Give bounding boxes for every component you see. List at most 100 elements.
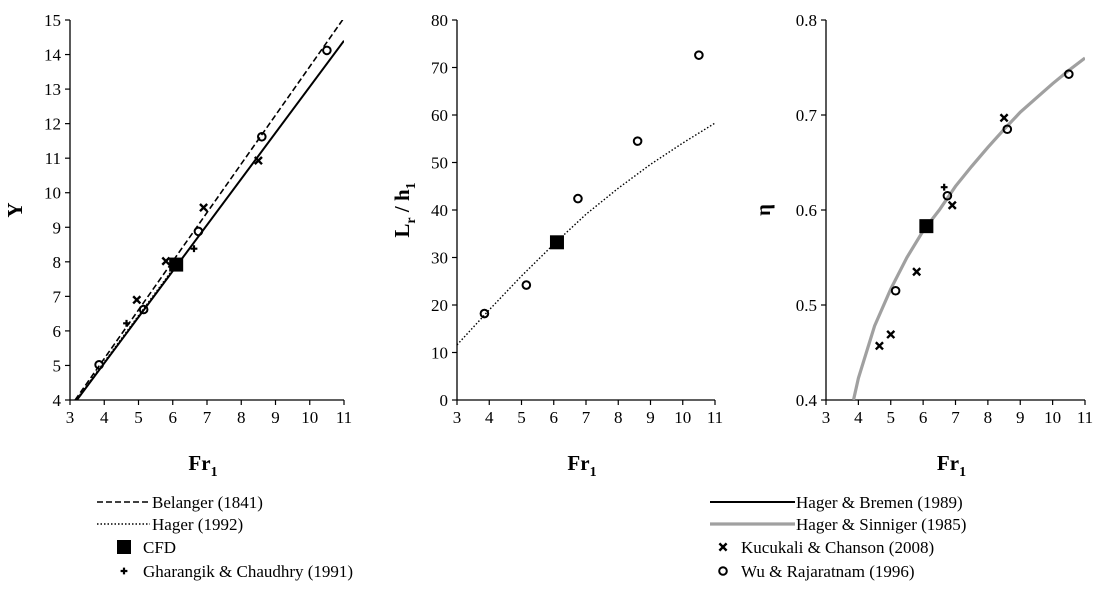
y-tick-label: 13 xyxy=(44,80,61,99)
x-tick-label: 7 xyxy=(203,408,212,427)
series-line-gray-thick xyxy=(851,56,1085,400)
y-tick-label: 5 xyxy=(53,356,62,375)
y-tick-label: 14 xyxy=(44,46,62,65)
legend-label: Hager & Bremen (1989) xyxy=(796,493,963,512)
legend-item: Kucukali & Chanson (2008) xyxy=(718,538,934,557)
data-point-x xyxy=(161,256,171,266)
x-tick-label: 9 xyxy=(646,408,655,427)
legend-item: Hager & Bremen (1989) xyxy=(710,493,963,512)
series-points xyxy=(874,69,1074,351)
y-tick-label: 7 xyxy=(53,287,62,306)
data-point-plus xyxy=(123,319,130,327)
x-tick-label: 5 xyxy=(134,408,143,427)
legend: Belanger (1841) Hager & Bremen (1989) Hage… xyxy=(97,493,966,581)
y-axis-label-subscript: r xyxy=(404,217,419,223)
x-axis-label-subscript: 1 xyxy=(211,465,218,480)
x-axis-label-subscript: 1 xyxy=(590,465,597,480)
x-tick-label: 5 xyxy=(517,408,526,427)
x-tick-label: 6 xyxy=(919,408,928,427)
x-tick-label: 7 xyxy=(582,408,591,427)
x-tick-label: 11 xyxy=(1077,408,1093,427)
x-tick-label: 4 xyxy=(485,408,494,427)
x-tick-label: 7 xyxy=(951,408,960,427)
x-axis-label-main: Fr xyxy=(188,451,210,475)
x-tick-label: 10 xyxy=(301,408,318,427)
y-tick-label: 80 xyxy=(431,11,448,30)
y-tick-label: 4 xyxy=(53,391,62,410)
y-tick-label: 10 xyxy=(431,344,448,363)
y-tick-label: 6 xyxy=(53,322,62,341)
data-point-circle xyxy=(479,308,490,319)
series-points xyxy=(479,50,704,319)
data-point-circle xyxy=(632,136,643,146)
legend-label: Kucukali & Chanson (2008) xyxy=(741,538,934,557)
y-tick-label: 0.7 xyxy=(796,106,818,125)
x-tick-label: 5 xyxy=(887,408,896,427)
y-tick-label: 8 xyxy=(53,253,62,272)
x-axis-label-main: Fr xyxy=(937,451,959,475)
y-axis-label-subscript: 1 xyxy=(404,182,419,189)
legend-item: Wu & Rajaratnam (1996) xyxy=(718,562,915,581)
data-point-x xyxy=(947,200,957,210)
y-tick-label: 15 xyxy=(44,11,61,30)
y-axis-label: η xyxy=(751,204,775,216)
data-point-circle xyxy=(694,50,704,60)
y-tick-label: 0 xyxy=(440,391,449,410)
legend-item: Belanger (1841) xyxy=(97,493,263,512)
y-axis-label: Y xyxy=(3,202,27,217)
panel-eta: 3 4 5 6 7 8 9 10 11 0.4 0.5 0.6 0.7 0.8 Fr1 η xyxy=(751,11,1093,480)
y-tick-label: 0.8 xyxy=(796,11,817,30)
y-axis-label-part: L xyxy=(390,224,414,238)
data-point-x xyxy=(253,156,263,166)
data-point-x xyxy=(132,295,142,305)
legend-marker xyxy=(120,567,128,575)
legend-label: Wu & Rajaratnam (1996) xyxy=(741,562,915,581)
x-tick-label: 8 xyxy=(237,408,246,427)
x-tick-label: 10 xyxy=(1044,408,1061,427)
data-point-circle xyxy=(573,193,583,204)
y-tick-label: 20 xyxy=(431,296,448,315)
series-line-dashed xyxy=(74,20,344,400)
data-point-x xyxy=(886,330,896,339)
y-axis-label: Lr / h1 xyxy=(390,182,419,237)
legend-label: CFD xyxy=(143,538,176,557)
y-tick-label: 10 xyxy=(44,184,61,203)
x-tick-label: 11 xyxy=(707,408,723,427)
series-lines xyxy=(457,122,715,346)
legend-label: Hager (1992) xyxy=(152,515,243,534)
y-tick-label: 11 xyxy=(45,149,61,168)
series-lines xyxy=(74,20,344,400)
y-tick-label: 60 xyxy=(431,106,448,125)
x-axis-label-main: Fr xyxy=(567,451,589,475)
y-tick-label: 30 xyxy=(431,249,448,268)
legend-label: Gharangik & Chaudhry (1991) xyxy=(143,562,353,581)
x-tick-label: 6 xyxy=(169,408,178,427)
y-tick-label: 0.6 xyxy=(796,201,817,220)
x-tick-label: 3 xyxy=(453,408,462,427)
data-point-plus xyxy=(940,183,948,191)
y-tick-label: 70 xyxy=(431,59,448,78)
data-point-circle xyxy=(890,285,901,296)
data-point-circle xyxy=(1064,69,1074,79)
data-point-x xyxy=(999,113,1009,123)
data-point-circle xyxy=(942,190,953,201)
series-line-solid xyxy=(76,40,344,400)
legend-item: Hager & Sinniger (1985) xyxy=(710,515,966,534)
data-point-circle xyxy=(322,45,332,56)
legend-marker xyxy=(117,540,131,554)
data-point-x xyxy=(874,341,884,351)
legend-item: CFD xyxy=(117,538,176,557)
data-point-plus xyxy=(190,245,198,253)
series-points xyxy=(94,45,332,370)
y-axis-label-part: / h xyxy=(390,189,414,217)
data-point-x xyxy=(912,267,922,277)
data-point-x xyxy=(199,203,209,213)
legend-marker xyxy=(718,542,728,552)
x-axis-label: Fr1 xyxy=(937,451,966,480)
x-tick-label: 4 xyxy=(854,408,863,427)
x-tick-label: 3 xyxy=(822,408,831,427)
x-axis-label: Fr1 xyxy=(567,451,596,480)
legend-label: Belanger (1841) xyxy=(152,493,263,512)
